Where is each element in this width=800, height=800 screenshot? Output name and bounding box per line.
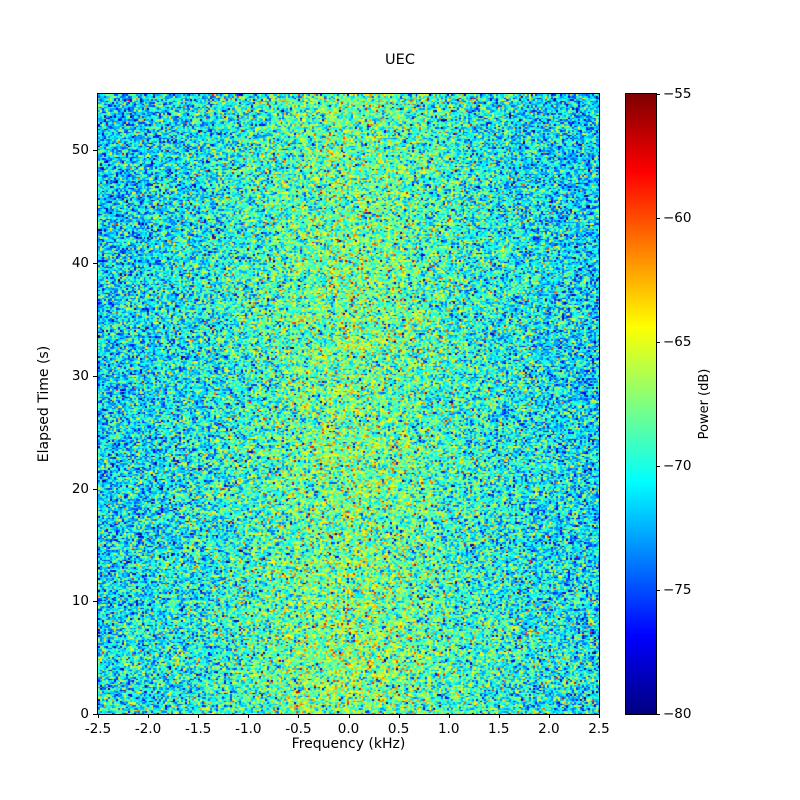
y-tick-label: 0 [80, 706, 89, 722]
x-tick-mark [298, 714, 300, 718]
colorbar-tick-mark [656, 94, 660, 95]
y-tick-label: 30 [71, 367, 89, 384]
colorbar-tick-mark [656, 590, 660, 591]
y-tick-label: 50 [71, 142, 89, 159]
colorbar-tick-label: −65 [663, 334, 692, 350]
x-tick-mark [98, 714, 99, 718]
figure-title: UEC [385, 52, 415, 68]
colorbar-tick-label: −60 [663, 210, 692, 226]
y-tick-mark [93, 488, 97, 490]
colorbar-tick-label: −70 [663, 458, 692, 474]
colorbar-tick-label: −75 [663, 582, 692, 598]
x-tick-mark [448, 714, 450, 718]
colorbar-tick-mark [656, 218, 660, 219]
x-tick-label: -0.5 [285, 721, 312, 737]
y-tick-label: 20 [71, 480, 89, 497]
x-tick-mark [599, 714, 600, 718]
spectrogram-image [98, 94, 599, 714]
x-tick-mark [548, 714, 550, 718]
y-axis-label: Elapsed Time (s) [36, 345, 52, 463]
x-tick-label: -1.0 [235, 721, 262, 737]
x-tick-label: 2.5 [588, 721, 610, 737]
x-tick-label: 0.0 [337, 721, 360, 737]
x-tick-label: 1.5 [488, 721, 510, 737]
colorbar [625, 93, 657, 715]
x-tick-mark [398, 714, 400, 718]
spectrogram-plot-area [97, 93, 600, 715]
y-tick-label: 40 [71, 255, 89, 272]
y-tick-mark [93, 601, 97, 603]
x-tick-mark [498, 714, 500, 718]
x-tick-label: -1.5 [185, 721, 212, 737]
x-tick-mark [248, 714, 250, 718]
y-tick-mark [93, 263, 97, 265]
y-tick-mark [93, 150, 97, 152]
x-tick-mark [348, 714, 350, 718]
colorbar-tick-label: −55 [663, 86, 692, 102]
colorbar-tick-mark [656, 466, 660, 467]
x-tick-label: 2.0 [538, 721, 560, 737]
x-tick-mark [148, 714, 150, 718]
x-tick-mark [198, 714, 200, 718]
colorbar-label: Power (dB) [697, 368, 712, 440]
y-tick-mark [93, 375, 97, 377]
colorbar-tick-mark [656, 714, 660, 715]
colorbar-gradient [626, 94, 656, 714]
x-tick-label: -2.5 [84, 721, 112, 737]
x-tick-label: 0.5 [387, 721, 410, 737]
x-axis-label: Frequency (kHz) [291, 736, 406, 752]
y-tick-label: 10 [71, 593, 89, 610]
x-tick-label: 1.0 [437, 721, 460, 737]
colorbar-tick-label: −80 [663, 706, 692, 722]
y-tick-mark [93, 714, 97, 715]
colorbar-tick-mark [656, 342, 660, 343]
x-tick-label: -2.0 [134, 721, 162, 737]
